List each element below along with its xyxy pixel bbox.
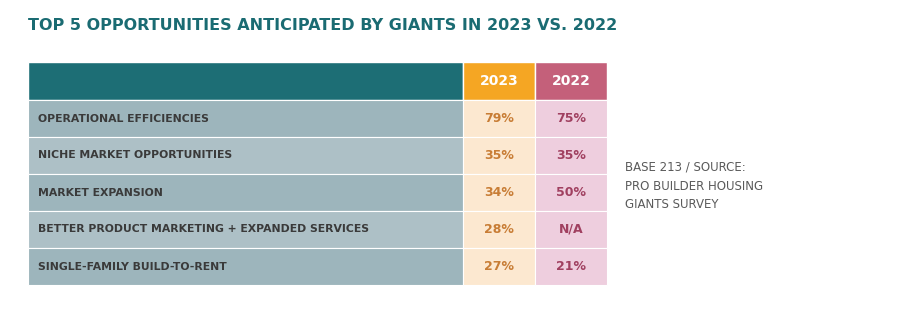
- Text: OPERATIONAL EFFICIENCIES: OPERATIONAL EFFICIENCIES: [38, 113, 209, 124]
- Bar: [535, 174, 607, 211]
- Text: NICHE MARKET OPPORTUNITIES: NICHE MARKET OPPORTUNITIES: [38, 150, 232, 160]
- Bar: [535, 211, 607, 248]
- Bar: [535, 100, 607, 137]
- Text: BASE 213 / SOURCE:
PRO BUILDER HOUSING
GIANTS SURVEY: BASE 213 / SOURCE: PRO BUILDER HOUSING G…: [625, 160, 763, 211]
- Bar: [535, 248, 607, 285]
- Text: 27%: 27%: [484, 260, 514, 273]
- Text: 35%: 35%: [556, 149, 586, 162]
- Text: 2023: 2023: [480, 74, 518, 88]
- Bar: [463, 62, 535, 100]
- Bar: [463, 211, 535, 248]
- Text: 50%: 50%: [556, 186, 586, 199]
- Text: TOP 5 OPPORTUNITIES ANTICIPATED BY GIANTS IN 2023 VS. 2022: TOP 5 OPPORTUNITIES ANTICIPATED BY GIANT…: [28, 18, 617, 33]
- Text: 79%: 79%: [484, 112, 514, 125]
- Text: SINGLE-FAMILY BUILD-TO-RENT: SINGLE-FAMILY BUILD-TO-RENT: [38, 261, 227, 272]
- Bar: [463, 137, 535, 174]
- Bar: [463, 248, 535, 285]
- Bar: [28, 62, 463, 100]
- Text: 28%: 28%: [484, 223, 514, 236]
- Bar: [28, 211, 463, 248]
- Bar: [28, 100, 463, 137]
- Text: BETTER PRODUCT MARKETING + EXPANDED SERVICES: BETTER PRODUCT MARKETING + EXPANDED SERV…: [38, 225, 369, 235]
- Text: 21%: 21%: [556, 260, 586, 273]
- Text: 75%: 75%: [556, 112, 586, 125]
- Bar: [463, 174, 535, 211]
- Text: N/A: N/A: [559, 223, 583, 236]
- Text: 34%: 34%: [484, 186, 514, 199]
- Bar: [535, 62, 607, 100]
- Text: 35%: 35%: [484, 149, 514, 162]
- Bar: [535, 137, 607, 174]
- Text: MARKET EXPANSION: MARKET EXPANSION: [38, 188, 163, 197]
- Bar: [28, 174, 463, 211]
- Bar: [463, 100, 535, 137]
- Bar: [28, 248, 463, 285]
- Text: 2022: 2022: [552, 74, 590, 88]
- Bar: [28, 137, 463, 174]
